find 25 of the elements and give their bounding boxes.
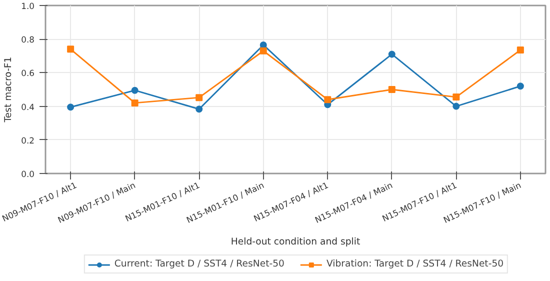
x-axis-title: Held-out condition and split [230,236,360,248]
y-tick-label: 0.4 [21,102,35,112]
point [324,96,332,104]
point [388,50,396,58]
point [196,94,203,102]
y-axis-title: Test macro-F1 [3,56,14,124]
point [131,99,138,106]
point [452,102,460,110]
legend-label: Vibration: Target D / SST4 / ResNet-50 [326,258,504,270]
point [452,94,460,101]
text: 0.0 [21,169,35,179]
point [388,86,396,93]
text: 1.0 [21,1,35,11]
point [260,41,267,48]
point [516,82,524,90]
y-tick-label: 0.6 [21,68,35,78]
point [67,46,74,53]
point [196,106,203,113]
y-tick-label: 0.8 [21,34,35,45]
point [516,46,524,54]
y-tick-label: 0.2 [21,135,35,146]
legend-label: Current: Target D / SST4 / ResNet-50 [114,258,284,270]
point [67,104,74,111]
point [260,47,267,54]
point [131,86,138,94]
